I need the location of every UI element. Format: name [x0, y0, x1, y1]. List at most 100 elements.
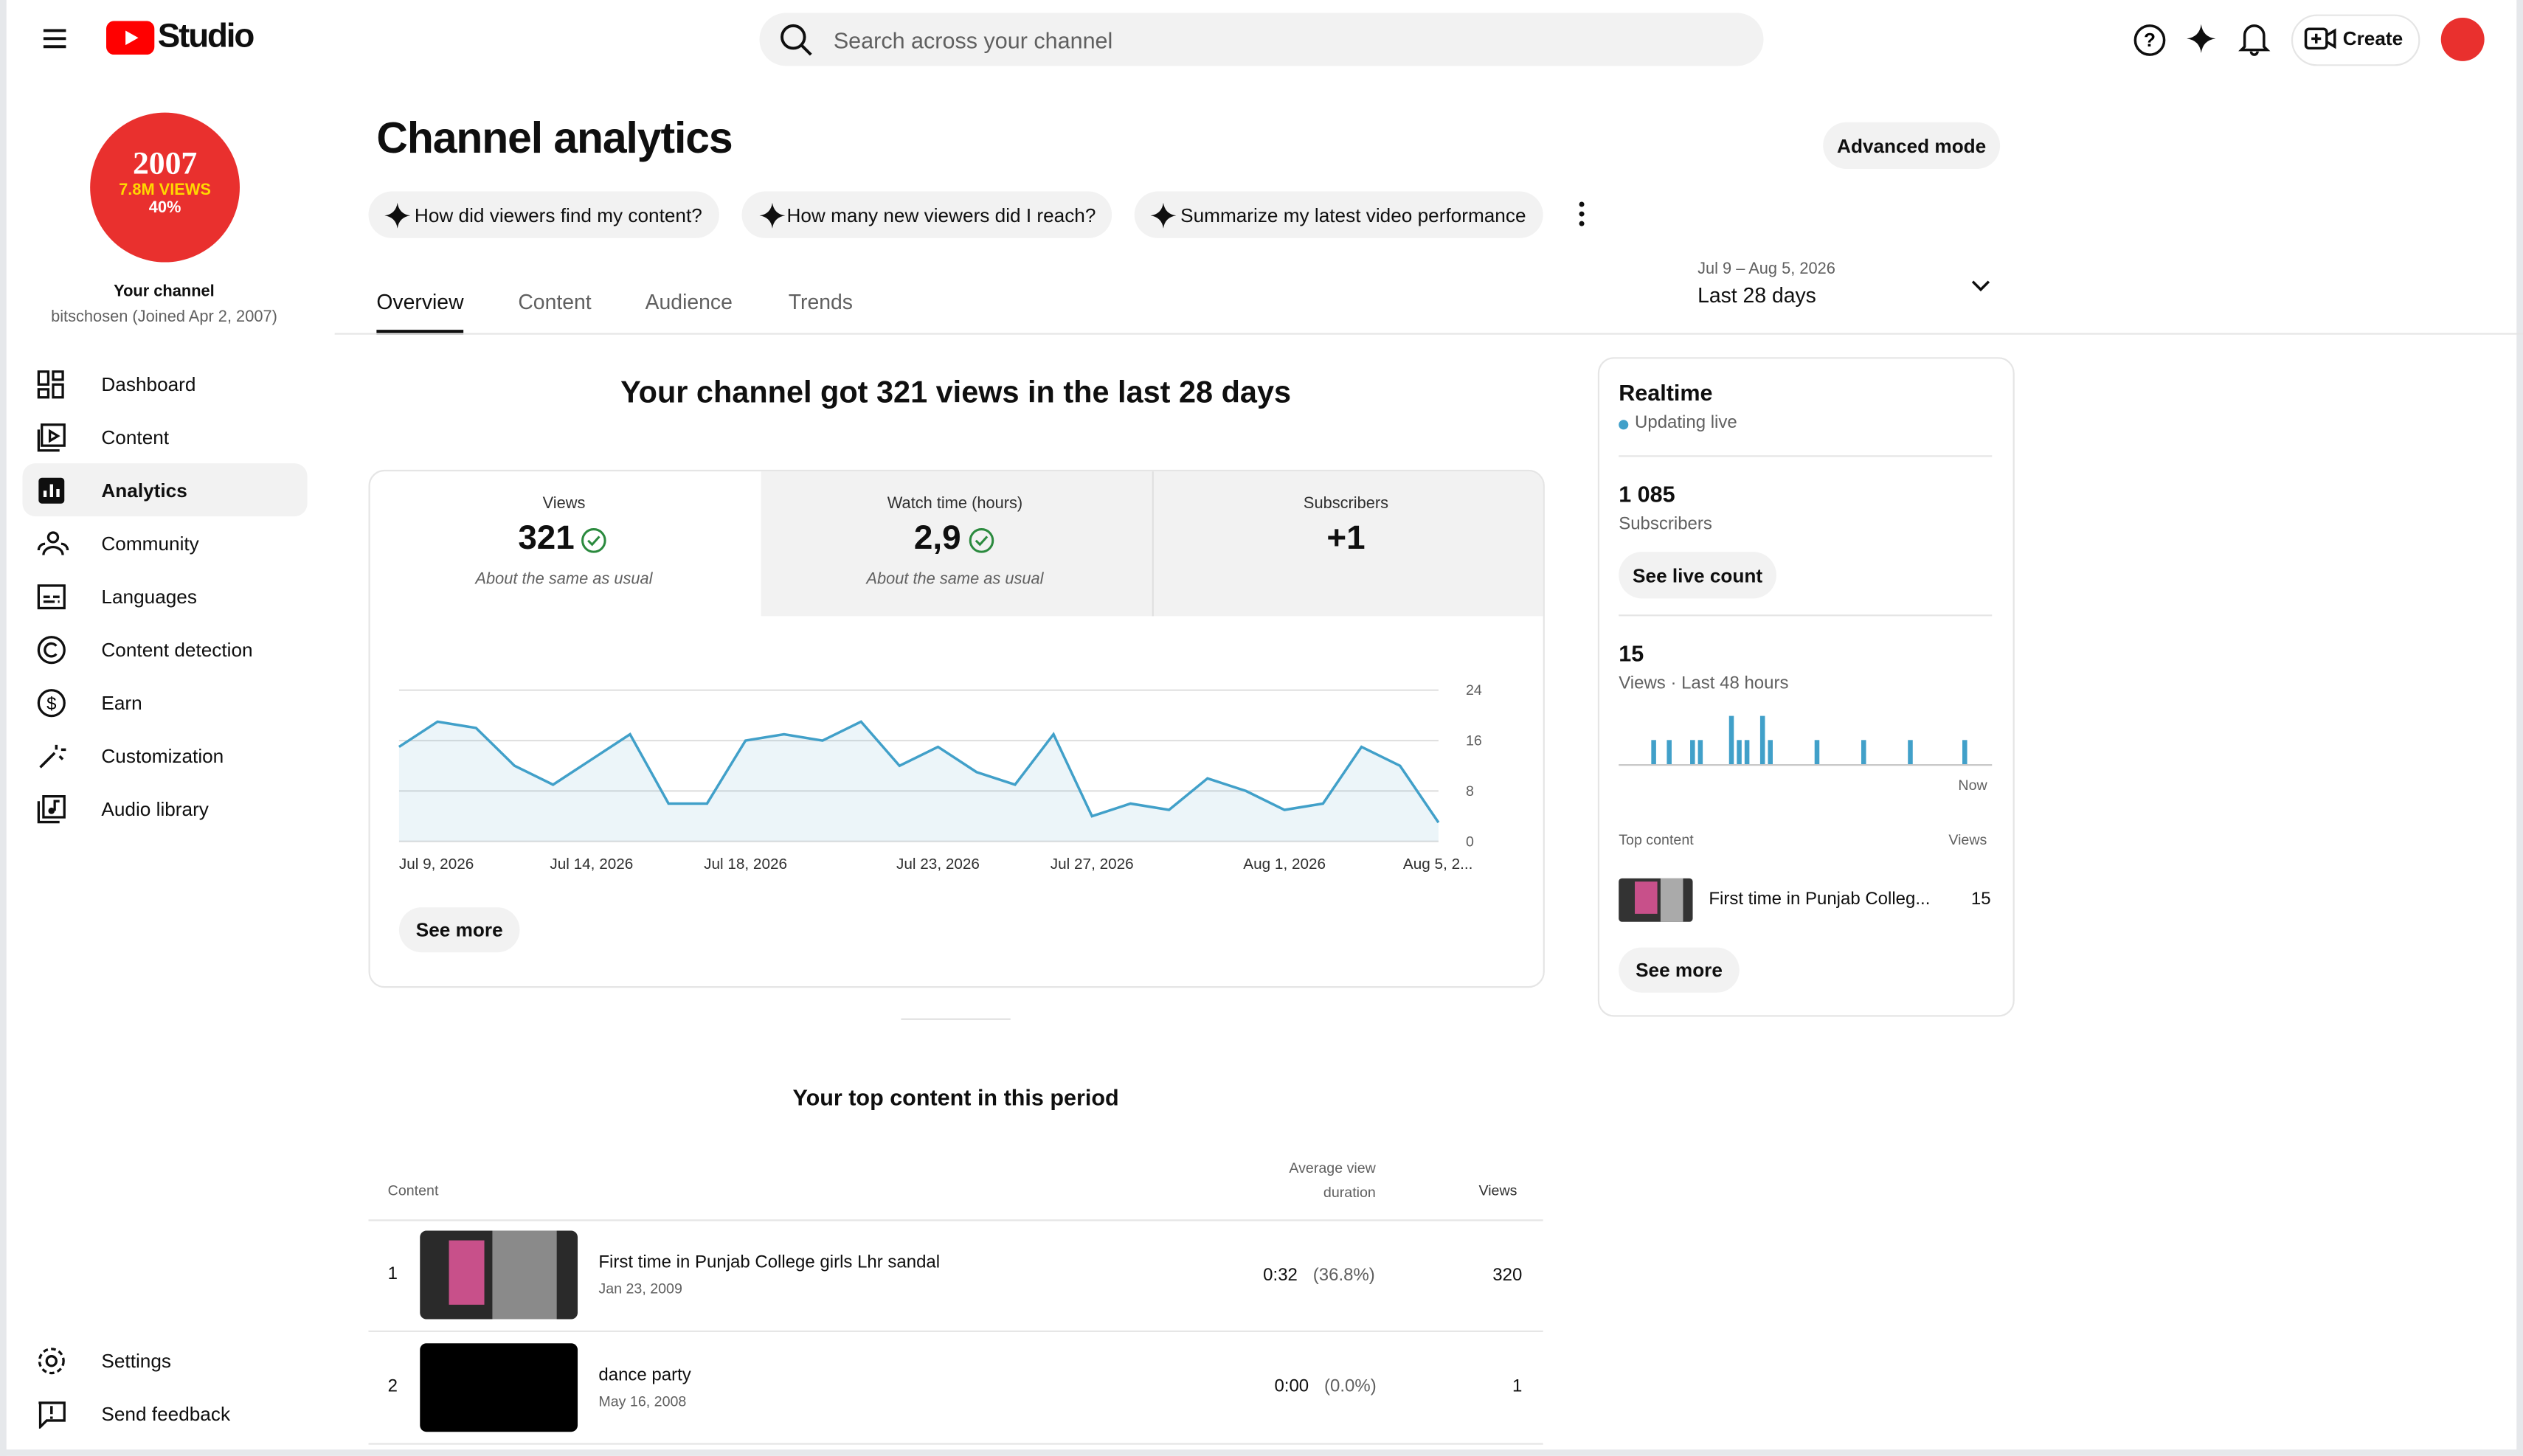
- advanced-mode-button[interactable]: Advanced mode: [1823, 122, 2001, 170]
- create-icon: [2304, 27, 2336, 50]
- check-icon: [581, 528, 606, 553]
- divider: [1619, 614, 1993, 617]
- help-icon[interactable]: ?: [2132, 23, 2167, 58]
- views-count: 15: [1619, 640, 1644, 666]
- nav-icon: [38, 1348, 65, 1375]
- see-more-button[interactable]: See more: [1619, 947, 1740, 993]
- column-header: Average view duration: [1289, 1159, 1376, 1201]
- date-range: Jul 9 – Aug 5, 2026: [1697, 260, 1835, 279]
- overview-headline: Your channel got 321 views in the last 2…: [620, 376, 1292, 411]
- nav-item[interactable]: Languages: [23, 569, 308, 623]
- create-label: Create: [2342, 27, 2403, 50]
- bar: [1690, 740, 1695, 765]
- x-tick-label: Jul 9, 2026: [399, 856, 474, 873]
- avg-duration: 0:00: [1274, 1377, 1309, 1397]
- dropdown-icon[interactable]: [1970, 277, 1993, 296]
- nav-item-active[interactable]: Analytics: [22, 463, 308, 517]
- chip-label: Summarize my latest video performance: [1180, 203, 1526, 226]
- bar: [1962, 740, 1967, 765]
- nav-item[interactable]: Content detection: [23, 623, 308, 676]
- account-avatar[interactable]: [2440, 17, 2485, 61]
- nav-label: Customization: [101, 743, 224, 767]
- x-tick-label: Jul 18, 2026: [704, 856, 787, 873]
- check-icon: [969, 528, 994, 553]
- search-box[interactable]: [759, 13, 1764, 66]
- nav-item[interactable]: Audio library: [23, 782, 308, 835]
- nav-item[interactable]: Customization: [23, 729, 308, 782]
- bar: [1728, 715, 1734, 765]
- bell-icon[interactable]: [2238, 21, 2271, 56]
- spark-icon: [759, 202, 786, 229]
- nav-item[interactable]: $ Earn: [23, 676, 308, 729]
- metric-bg: [761, 471, 1543, 617]
- ai-icon[interactable]: [2185, 23, 2218, 55]
- suggestion-chip[interactable]: How many new viewers did I reach?: [741, 191, 1112, 238]
- x-tick-label: Jul 14, 2026: [550, 856, 633, 873]
- svg-text:?: ?: [2144, 29, 2156, 51]
- x-tick-label: Aug 1, 2026: [1243, 856, 1326, 873]
- column-header: Views: [1478, 1182, 1517, 1199]
- nav-icon: [37, 584, 66, 610]
- realtime-chart: [1619, 715, 1993, 766]
- video-thumbnail[interactable]: [1619, 878, 1693, 922]
- nav-item[interactable]: Community: [23, 516, 308, 569]
- divider: [1619, 455, 1993, 457]
- video-thumbnail[interactable]: [420, 1230, 578, 1320]
- metric-label: Watch time (hours): [887, 495, 1023, 513]
- video-title[interactable]: dance party: [598, 1365, 691, 1385]
- create-button[interactable]: [2291, 14, 2420, 66]
- nav-item[interactable]: Content: [23, 410, 308, 463]
- svg-text:$: $: [46, 694, 56, 714]
- nav-item[interactable]: Dashboard: [23, 357, 308, 410]
- channel-sub: bitschosen (Joined Apr 2, 2007): [51, 308, 277, 327]
- suggestion-chip[interactable]: Summarize my latest video performance: [1134, 191, 1543, 238]
- video-thumbnail[interactable]: [420, 1343, 578, 1432]
- nav-icon: [38, 1401, 66, 1429]
- video-title[interactable]: First time in Punjab College girls Lhr s…: [598, 1253, 941, 1273]
- live-count-button[interactable]: See live count: [1619, 552, 1776, 599]
- youtube-logo[interactable]: [105, 21, 155, 55]
- views-chart: 0 8 16 24 Jul 9, 2026 Jul 14, 2026 Jul 18, 202…: [398, 682, 1482, 873]
- period[interactable]: Last 28 days: [1697, 282, 1816, 308]
- column-label: Views: [1948, 831, 1987, 848]
- more-icon[interactable]: [1575, 199, 1588, 228]
- row-rank: 2: [387, 1377, 398, 1397]
- y-tick-label: 16: [1466, 733, 1482, 749]
- button-label: See more: [1636, 958, 1723, 982]
- avg-percent: (0.0%): [1324, 1377, 1377, 1397]
- suggestion-chip[interactable]: How did viewers find my content?: [368, 191, 719, 238]
- spark-icon: [384, 202, 411, 229]
- chip-label: How did viewers find my content?: [414, 203, 702, 226]
- tab-active[interactable]: Overview: [376, 289, 464, 314]
- top-video-title[interactable]: First time in Punjab Colleg...: [1709, 890, 1931, 909]
- divider: [368, 1443, 1543, 1445]
- nav-label: Settings: [101, 1348, 171, 1372]
- channel-avatar[interactable]: 2007 7.8M VIEWS 40%: [90, 112, 240, 263]
- nav-icon: [37, 423, 66, 452]
- see-more-button[interactable]: See more: [398, 907, 520, 953]
- nav-icon: [37, 370, 64, 399]
- tab-indicator: [376, 330, 464, 335]
- nav-item[interactable]: Send feedback: [23, 1387, 308, 1440]
- nav-icon: $: [37, 689, 66, 718]
- subscriber-count: 1 085: [1619, 481, 1675, 507]
- tab[interactable]: Trends: [788, 289, 853, 314]
- metric-value: 321: [518, 519, 575, 557]
- nav-icon: [38, 477, 65, 504]
- button-label: See live count: [1633, 564, 1763, 587]
- tab[interactable]: Audience: [645, 289, 733, 314]
- nav-label: Content: [101, 425, 170, 448]
- views-label: Views · Last 48 hours: [1619, 673, 1789, 694]
- realtime-title: Realtime: [1619, 379, 1713, 406]
- y-tick-label: 8: [1466, 783, 1474, 800]
- avg-percent: (36.8%): [1312, 1266, 1375, 1286]
- tab[interactable]: Content: [518, 289, 592, 314]
- video-date: May 16, 2008: [598, 1393, 687, 1410]
- search-icon: [781, 24, 812, 56]
- menu-icon[interactable]: [41, 26, 69, 52]
- row-views: 320: [1492, 1266, 1523, 1286]
- nav-label: Dashboard: [101, 372, 196, 395]
- bar: [1759, 715, 1765, 765]
- nav-item[interactable]: Settings: [23, 1334, 308, 1387]
- badge-line: 40%: [148, 199, 181, 218]
